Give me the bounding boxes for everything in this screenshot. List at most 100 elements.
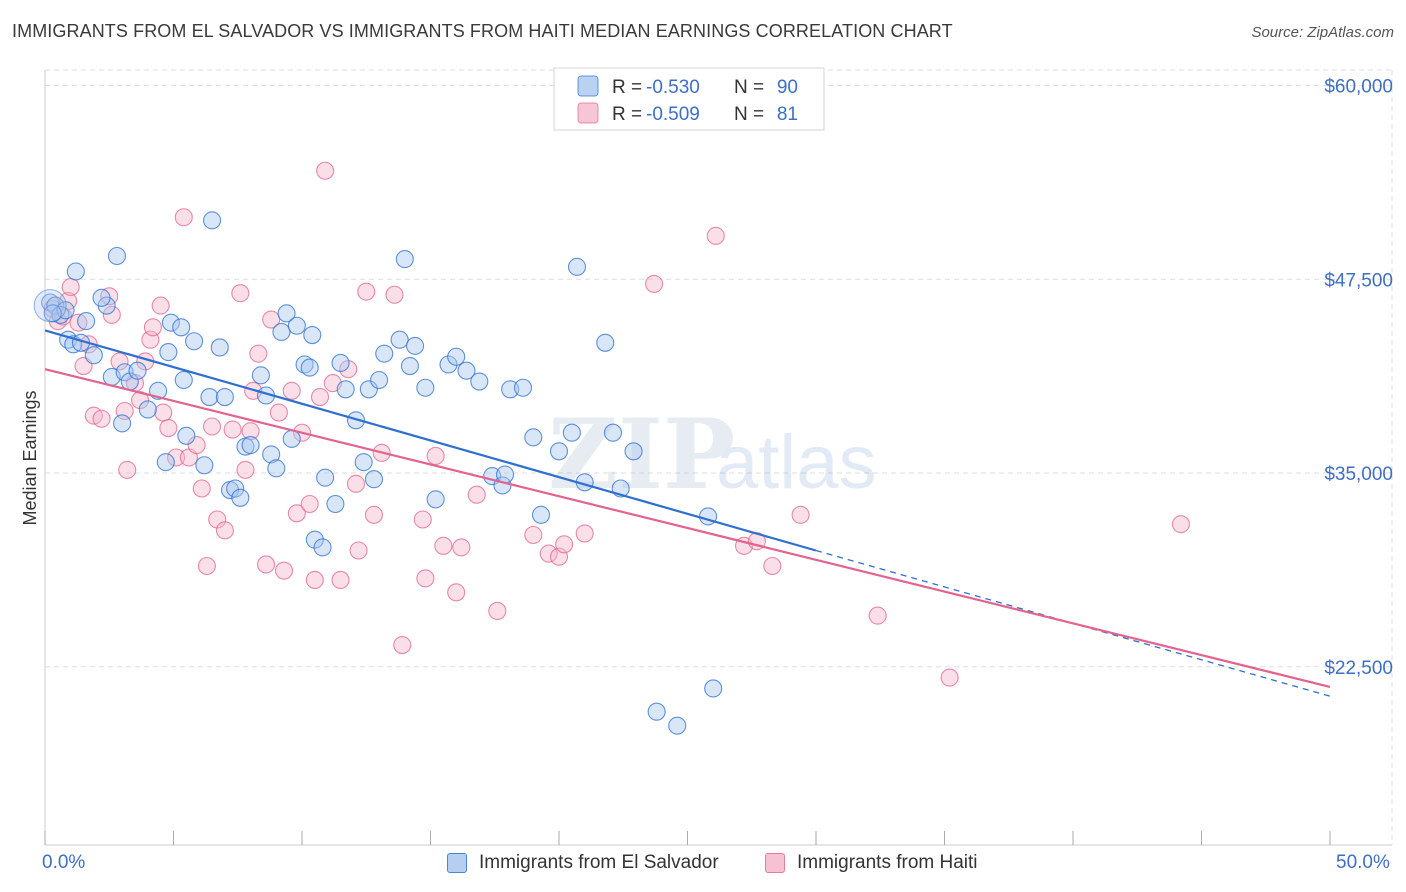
haiti-point-19	[143, 318, 162, 337]
haiti-point-14	[118, 460, 137, 479]
el-salvador-point-22	[174, 370, 193, 390]
y-tick-label-1: $35,000	[1324, 464, 1393, 485]
el-salvador-point-80	[596, 333, 615, 352]
haiti-point-38	[262, 310, 281, 329]
el-salvador-point-36	[251, 366, 270, 385]
el-salvador-point-83	[624, 442, 643, 461]
el-salvador-point-51	[331, 353, 350, 373]
haiti-point-5	[69, 313, 88, 332]
legend-n-value-0: 90	[777, 77, 798, 98]
el-salvador-point-87	[704, 679, 723, 698]
haiti-point-63	[452, 538, 471, 557]
haiti-point-65	[488, 601, 507, 621]
el-salvador-point-27	[200, 387, 219, 407]
haiti-point-64	[467, 485, 486, 504]
el-salvador-point-10	[107, 246, 127, 266]
haiti-point-27	[197, 556, 216, 576]
legend-r-label-1: R =	[612, 104, 642, 125]
y-tick-label-2: $47,500	[1324, 270, 1393, 291]
el-salvador-point-41	[282, 429, 301, 448]
el-salvador-point-33	[231, 488, 250, 507]
legend-item-haiti[interactable]: Immigrants from Haiti	[765, 852, 978, 874]
legend-swatch-blue	[447, 853, 467, 873]
el-salvador-point-67	[457, 361, 476, 380]
legend-swatch-blue	[577, 75, 599, 97]
el-salvador-point-30	[215, 387, 234, 407]
legend-n-value-1: 81	[777, 104, 798, 125]
trend-lines	[44, 329, 1331, 697]
el-salvador-point-78	[567, 257, 587, 276]
haiti-point-67	[539, 544, 558, 563]
haiti-point-33	[236, 460, 255, 479]
el-salvador-point-56	[364, 470, 384, 489]
el-salvador-point-59	[390, 330, 409, 349]
el-salvador-point-15	[128, 361, 147, 380]
el-salvador-point-20	[161, 313, 180, 332]
el-salvador-point-42	[277, 304, 296, 323]
haiti-point-51	[346, 474, 366, 493]
el-salvador-point-81	[603, 423, 623, 442]
correlation-legend: R = -0.530 N = 90 R = -0.509 N = 81	[553, 67, 825, 131]
legend-label-haiti: Immigrants from Haiti	[797, 852, 978, 873]
el-salvador-point-64	[426, 490, 445, 509]
el-salvador-point-32	[226, 479, 245, 498]
el-salvador-point-57	[370, 370, 389, 390]
haiti-point-30	[215, 521, 234, 540]
el-salvador-point-74	[524, 428, 543, 447]
el-salvador-point-26	[195, 456, 214, 475]
legend-r-value-1: -0.509	[646, 104, 700, 125]
el-salvador-point-46	[305, 530, 324, 549]
haiti-point-57	[393, 635, 412, 655]
haiti-point-21	[159, 418, 178, 438]
legend-n-label-0: N =	[734, 77, 764, 98]
el-salvador-point-44	[295, 355, 314, 374]
haiti-point-40	[274, 561, 294, 580]
legend-label-el-salvador: Immigrants from El Salvador	[479, 852, 719, 873]
haiti-point-12	[110, 352, 129, 371]
y-tick-labels: $22,500 $35,000 $47,500 $60,000	[1324, 77, 1393, 679]
haiti-point-61	[434, 536, 453, 555]
haiti-point-72	[706, 226, 725, 245]
haiti-point-80	[154, 403, 173, 422]
el-salvador-cluster-point	[33, 289, 67, 323]
legend-item-el-salvador[interactable]: Immigrants from El Salvador	[447, 852, 719, 874]
series-el-salvador-points	[33, 211, 723, 735]
haiti-point-32	[231, 284, 250, 303]
el-salvador-point-50	[326, 494, 345, 514]
el-salvador-point-52	[336, 380, 355, 399]
legend-swatch-pink	[577, 102, 599, 124]
el-salvador-point-23	[185, 332, 204, 351]
haiti-point-25	[187, 436, 206, 455]
el-salvador-point-16	[113, 414, 132, 433]
el-salvador-point-43	[287, 316, 306, 335]
haiti-point-78	[940, 668, 959, 687]
haiti-point-23	[174, 208, 193, 227]
haiti-point-62	[447, 583, 466, 602]
haiti-point-66	[524, 525, 543, 545]
haiti-point-76	[791, 505, 810, 524]
haiti-point-9	[92, 409, 111, 428]
source-credit: Source: ZipAtlas.com	[1251, 24, 1394, 41]
haiti-point-41	[282, 381, 301, 400]
el-salvador-point-17	[138, 400, 157, 419]
el-salvador-point-25	[177, 426, 196, 445]
haiti-point-44	[300, 494, 319, 514]
el-salvador-point-85	[668, 716, 687, 735]
el-salvador-point-8	[84, 346, 103, 365]
haiti-point-71	[645, 274, 664, 293]
x-tick-label-min: 0.0%	[42, 852, 86, 873]
el-salvador-point-62	[406, 336, 425, 355]
el-salvador-point-24	[156, 453, 175, 472]
el-salvador-point-47	[313, 538, 332, 557]
el-salvador-point-77	[562, 423, 581, 442]
haiti-point-56	[385, 285, 404, 304]
trend-line-haiti	[44, 368, 1331, 688]
haiti-point-49	[331, 570, 350, 590]
haiti-point-36	[249, 344, 268, 363]
el-salvador-point-45	[303, 325, 322, 345]
legend-swatch-pink	[765, 853, 785, 873]
x-tick-label-max: 50.0%	[1336, 852, 1390, 873]
legend-n-label-1: N =	[734, 104, 764, 125]
el-salvador-point-68	[470, 372, 489, 391]
